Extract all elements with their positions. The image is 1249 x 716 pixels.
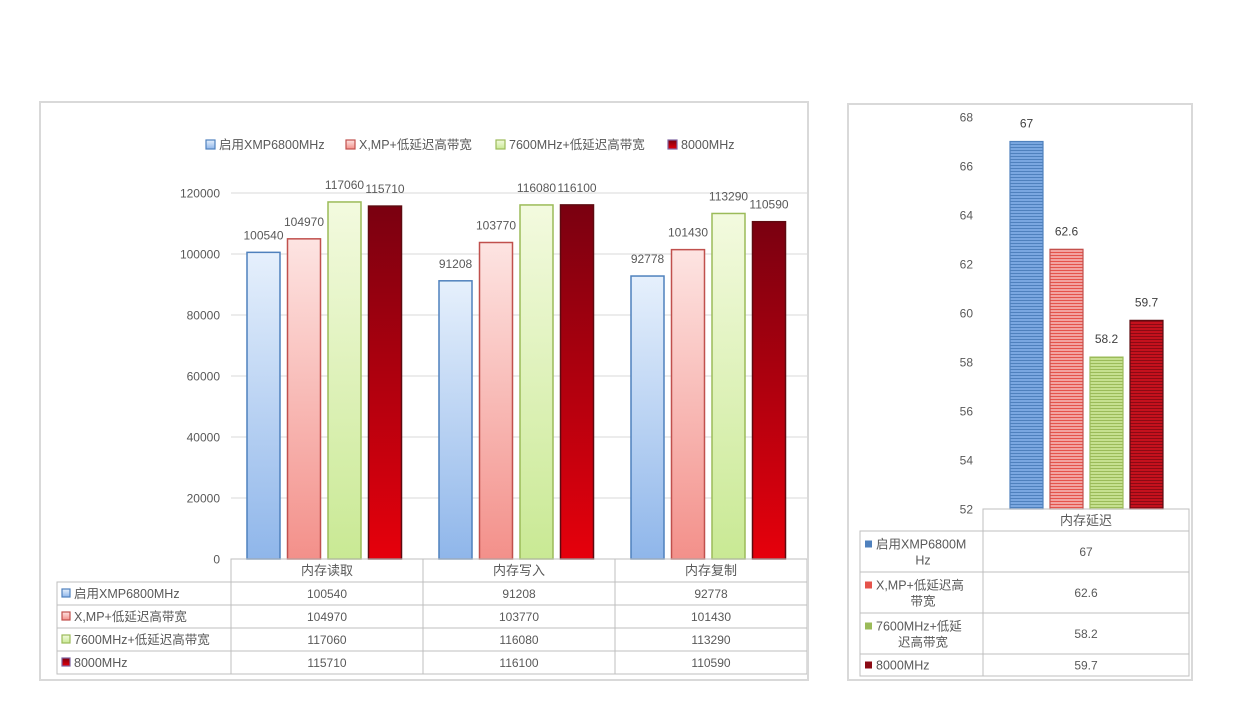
data-label: 116100 xyxy=(557,181,596,195)
data-label: 62.6 xyxy=(1055,224,1079,238)
table-legend-swatch xyxy=(865,661,872,669)
legend-swatch xyxy=(667,139,678,150)
data-label: 115710 xyxy=(365,182,404,196)
table-series-label: 迟高带宽 xyxy=(898,635,948,650)
table-legend-swatch xyxy=(865,581,872,589)
y-tick-label: 54 xyxy=(960,454,974,468)
data-label: 58.2 xyxy=(1095,332,1119,346)
table-cell: 104970 xyxy=(307,610,347,624)
y-tick-label: 120000 xyxy=(180,187,220,201)
legend-label: 8000MHz xyxy=(681,138,735,152)
table-series-label: Hz xyxy=(915,554,930,568)
category-label: 内存读取 xyxy=(301,563,353,578)
table-cell: 101430 xyxy=(691,610,731,624)
data-label: 91208 xyxy=(439,257,473,271)
data-label: 117060 xyxy=(325,178,364,192)
y-tick-label: 0 xyxy=(213,553,220,567)
memory-latency-chart: 52 54 56 58 60 62 64 66 68 67 62.6 58.2 59.7 内存延迟启用XM… xyxy=(859,111,1190,677)
bar xyxy=(286,238,322,560)
bar xyxy=(327,201,362,560)
left-chart-panel: 启用XMP6800MHz X,MP+低延迟高带宽 7600MHz+低延迟高带宽 800… xyxy=(39,101,809,681)
y-tick-label: 80000 xyxy=(187,309,221,323)
legend-swatch xyxy=(495,139,506,150)
table-series-label: 7600MHz+低延 xyxy=(876,620,962,634)
table-series-label: 带宽 xyxy=(910,594,935,609)
legend-swatch xyxy=(345,139,356,150)
table-cell: 91208 xyxy=(502,587,536,601)
bar xyxy=(630,275,665,560)
table-series-label: 启用XMP6800MHz xyxy=(74,587,180,601)
data-label: 92778 xyxy=(631,252,665,266)
bar xyxy=(670,248,706,560)
data-label: 100540 xyxy=(243,228,283,242)
table-cell: 58.2 xyxy=(1074,627,1098,641)
category-label: 内存写入 xyxy=(493,563,545,578)
bar xyxy=(1129,319,1164,510)
right-chart-panel: 52 54 56 58 60 62 64 66 68 67 62.6 58.2 59.7 内存延迟启用XM… xyxy=(847,103,1193,681)
table-cell: 117060 xyxy=(307,633,346,647)
y-tick-label: 52 xyxy=(960,503,974,517)
bar xyxy=(751,220,787,560)
table-cell: 110590 xyxy=(691,656,730,670)
data-label: 110590 xyxy=(749,198,788,212)
y-tick-label: 62 xyxy=(960,258,974,272)
bar xyxy=(519,204,554,560)
table-cell: 113290 xyxy=(691,633,730,647)
table-series-label: 7600MHz+低延迟高带宽 xyxy=(74,632,210,647)
data-label: 116080 xyxy=(517,181,556,195)
data-label: 101430 xyxy=(668,226,708,240)
y-tick-label: 60 xyxy=(960,307,974,321)
y-tick-label: 68 xyxy=(960,111,974,125)
legend-label: 启用XMP6800MHz xyxy=(219,138,325,152)
category-label: 内存延迟 xyxy=(1060,513,1112,528)
y-tick-label: 66 xyxy=(960,160,974,174)
table-cell: 67 xyxy=(1079,545,1093,559)
table-legend-swatch xyxy=(865,622,872,630)
data-label: 67 xyxy=(1020,117,1034,131)
y-tick-label: 58 xyxy=(960,356,974,370)
legend-label: 7600MHz+低延迟高带宽 xyxy=(509,137,645,152)
table-cell: 92778 xyxy=(694,587,728,601)
y-tick-label: 40000 xyxy=(187,431,221,445)
data-label: 59.7 xyxy=(1135,295,1159,309)
table-legend-swatch xyxy=(61,588,71,598)
legend-label: X,MP+低延迟高带宽 xyxy=(359,137,472,152)
table-cell: 100540 xyxy=(307,587,347,601)
data-label: 113290 xyxy=(709,189,748,203)
y-tick-label: 60000 xyxy=(187,370,221,384)
table-legend-swatch xyxy=(61,611,71,621)
memory-bandwidth-chart: 启用XMP6800MHz X,MP+低延迟高带宽 7600MHz+低延迟高带宽 800… xyxy=(56,137,808,675)
data-label: 104970 xyxy=(284,215,324,229)
table-legend-swatch xyxy=(61,657,71,667)
table-series-label: X,MP+低延迟高带宽 xyxy=(74,609,187,624)
bar xyxy=(246,251,281,560)
table-cell: 116080 xyxy=(499,633,538,647)
data-label: 103770 xyxy=(476,219,516,233)
legend-swatch xyxy=(205,139,216,150)
bar xyxy=(438,280,473,560)
y-tick-label: 56 xyxy=(960,405,974,419)
bar xyxy=(367,205,403,560)
table-series-label: 启用XMP6800M xyxy=(876,538,966,552)
table-cell: 59.7 xyxy=(1074,659,1098,673)
bar xyxy=(478,241,514,560)
table-legend-swatch xyxy=(865,540,872,548)
y-tick-label: 20000 xyxy=(187,492,221,506)
y-tick-label: 100000 xyxy=(180,248,220,262)
table-cell: 116100 xyxy=(499,656,538,670)
table-series-label: 8000MHz xyxy=(876,659,930,673)
bar xyxy=(711,212,746,560)
table-cell: 62.6 xyxy=(1074,586,1098,600)
bar xyxy=(1009,140,1044,510)
table-cell: 115710 xyxy=(307,656,346,670)
bar xyxy=(559,204,595,560)
bar xyxy=(1049,248,1084,510)
table-series-label: 8000MHz xyxy=(74,656,128,670)
table-series-label: X,MP+低延迟高 xyxy=(876,578,964,593)
y-tick-label: 64 xyxy=(960,209,974,223)
table-legend-swatch xyxy=(61,634,71,644)
table-cell: 103770 xyxy=(499,610,539,624)
bar xyxy=(1089,356,1124,510)
category-label: 内存复制 xyxy=(685,563,737,578)
